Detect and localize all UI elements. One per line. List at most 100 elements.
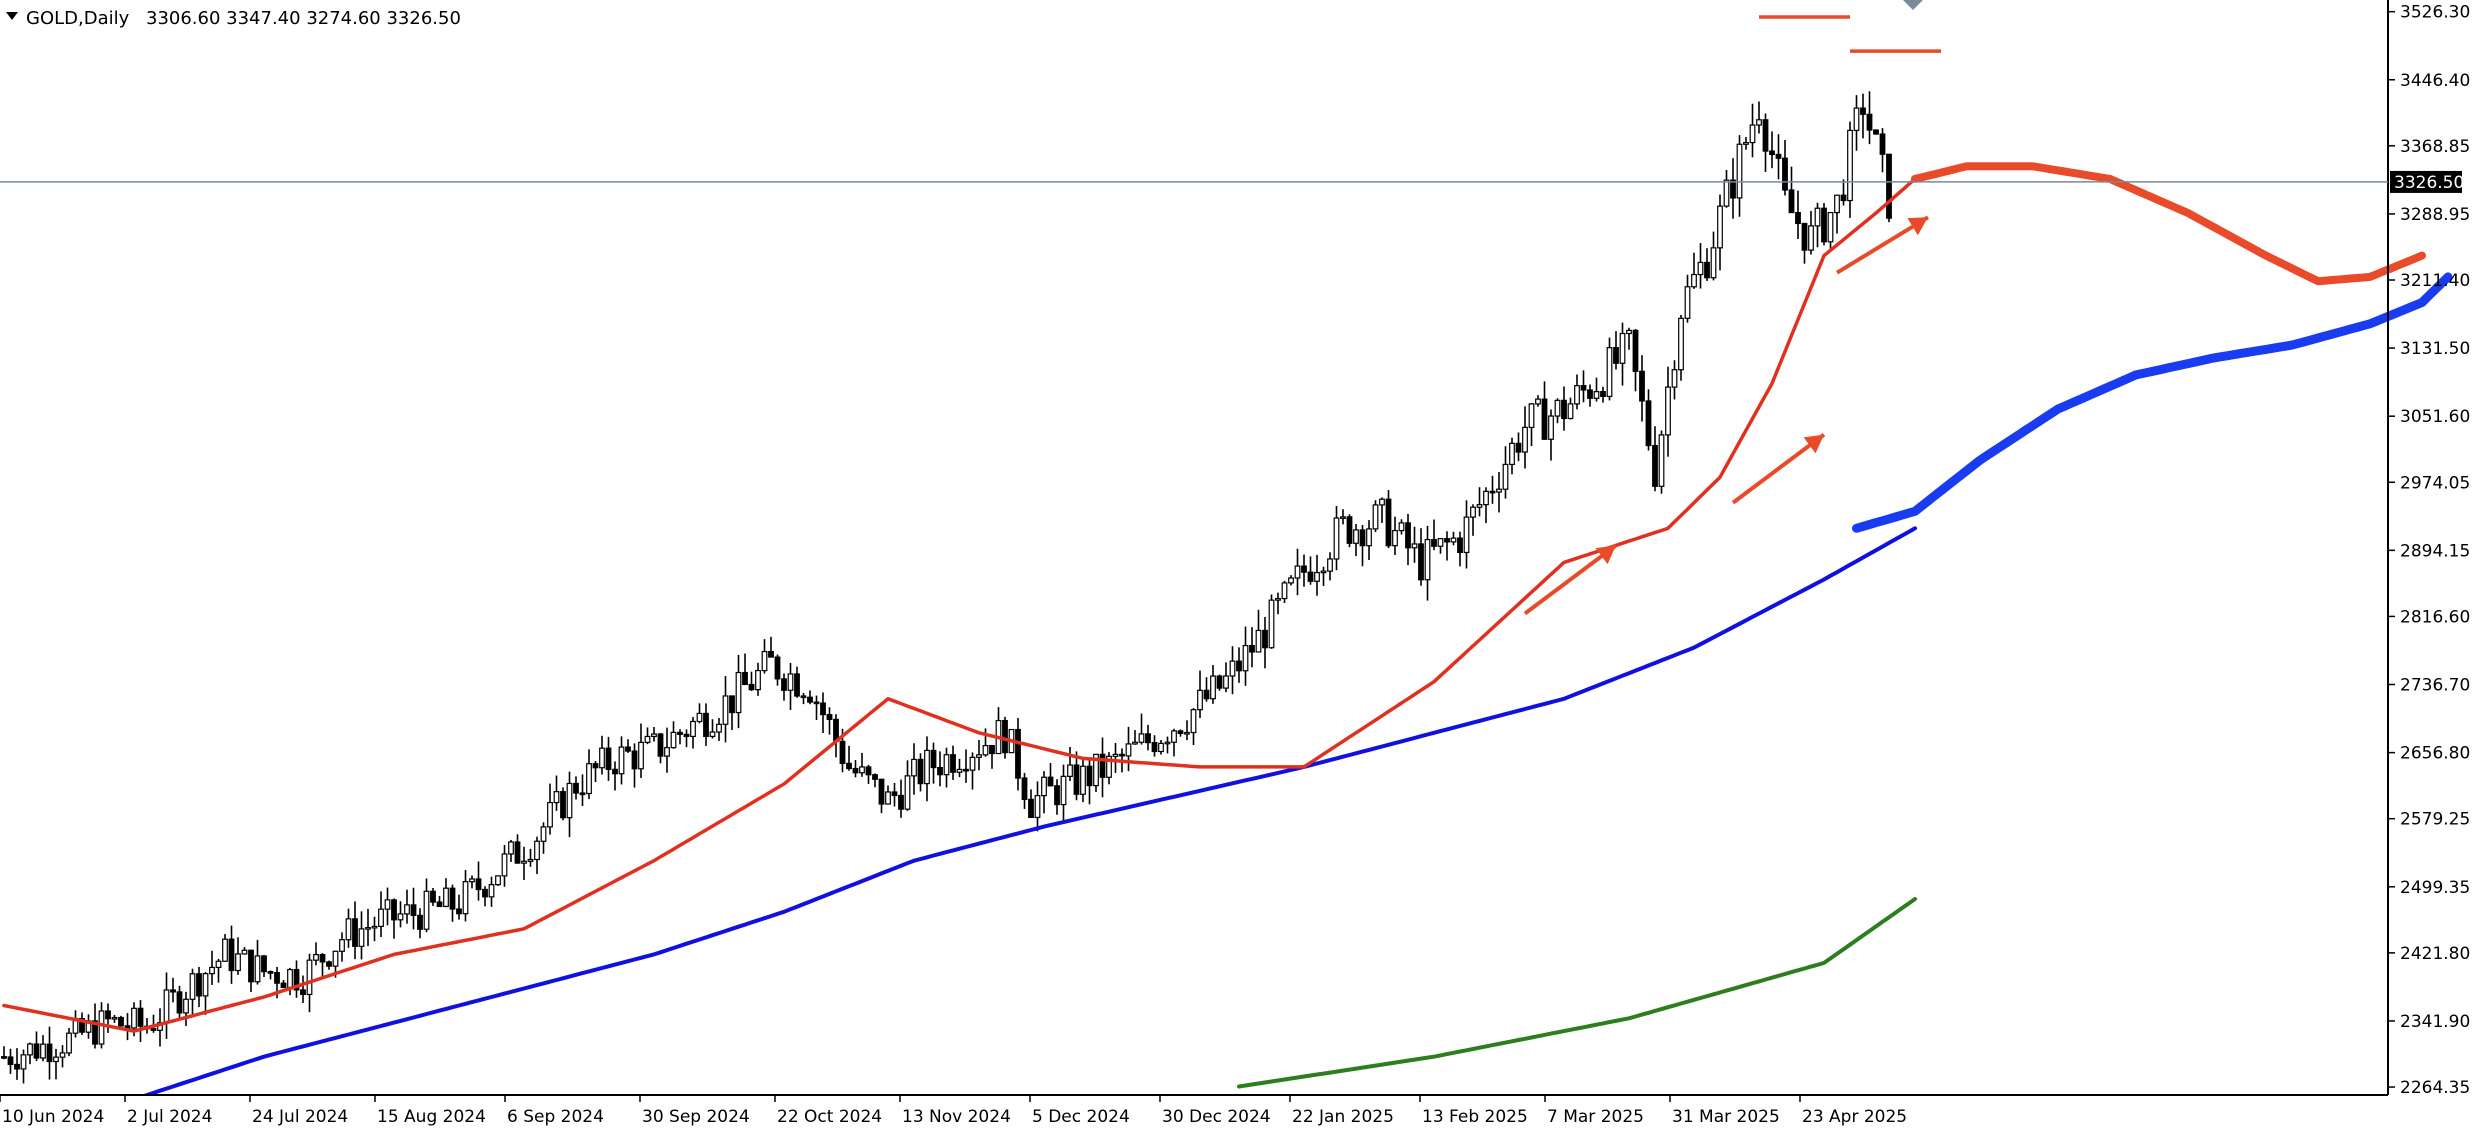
date-tick-label: 10 Jun 2024 — [2, 1107, 104, 1127]
projection-red-line — [1911, 162, 2426, 286]
price-tick-label: 3526.30 — [2400, 3, 2470, 23]
candle — [482, 886, 488, 907]
candle — [254, 939, 261, 985]
candle — [293, 960, 300, 998]
date-tick-label: 22 Oct 2024 — [777, 1107, 882, 1127]
date-axis[interactable]: 10 Jun 2024 2 Jul 2024 24 Jul 2024 15 Aug 2… — [0, 1095, 1907, 1127]
candle — [774, 654, 781, 686]
candle — [1795, 190, 1801, 239]
price-axis[interactable]: 3526.30 3446.40 3368.85 3288.95 3211.40 3131.… — [2388, 3, 2470, 1098]
date-tick-label: 22 Jan 2025 — [1292, 1107, 1394, 1127]
candle — [943, 747, 950, 788]
candle — [1580, 370, 1587, 403]
price-tick-label: 2264.35 — [2400, 1078, 2470, 1098]
candle — [664, 727, 670, 773]
candle — [631, 743, 638, 788]
candle — [1723, 169, 1730, 208]
candle — [878, 778, 885, 814]
candle — [1184, 720, 1190, 741]
candle — [79, 1012, 85, 1036]
candle — [1684, 274, 1691, 323]
candle — [20, 1049, 27, 1084]
candle — [1216, 674, 1223, 691]
candle — [319, 953, 326, 979]
date-tick-label: 30 Dec 2024 — [1162, 1107, 1271, 1127]
candle — [1125, 726, 1132, 772]
candle — [904, 760, 911, 811]
candle — [371, 916, 378, 942]
candle — [696, 703, 703, 724]
candle — [670, 721, 677, 749]
candle — [742, 653, 748, 686]
candle — [859, 752, 865, 777]
candle — [755, 662, 761, 696]
projection-blue-line — [1852, 272, 2453, 533]
candle — [111, 1014, 118, 1023]
candle — [963, 749, 969, 783]
candle — [1652, 426, 1658, 492]
candle — [358, 911, 365, 960]
candle — [1249, 627, 1255, 668]
candle — [1158, 739, 1164, 755]
date-tick-label: 24 Jul 2024 — [252, 1107, 348, 1127]
candle — [677, 729, 683, 745]
candle — [105, 1003, 111, 1033]
candle — [1138, 713, 1145, 745]
candle — [872, 773, 878, 788]
candle — [1021, 772, 1028, 809]
date-tick-label: 13 Nov 2024 — [902, 1107, 1011, 1127]
candle — [735, 654, 742, 729]
candle — [1450, 531, 1457, 546]
dropdown-triangle-icon[interactable] — [6, 12, 18, 20]
candle — [930, 742, 937, 784]
candle — [1457, 531, 1463, 567]
candle — [956, 758, 963, 778]
candle — [553, 775, 560, 811]
candle — [709, 719, 716, 739]
candle — [1171, 728, 1177, 757]
candle — [1080, 759, 1086, 803]
candle — [1073, 751, 1080, 801]
candle — [1145, 724, 1151, 751]
candle — [1424, 525, 1431, 601]
candle — [722, 676, 729, 743]
price-tick-label: 3368.85 — [2400, 137, 2470, 157]
candle — [1392, 516, 1398, 556]
candle — [215, 958, 222, 983]
candle — [1385, 490, 1392, 549]
candle — [1749, 103, 1756, 158]
candle — [443, 878, 449, 908]
candle — [605, 736, 612, 781]
candle — [1743, 137, 1749, 150]
candle — [1801, 222, 1808, 264]
candle — [1418, 528, 1424, 586]
candle — [1268, 594, 1275, 649]
candle — [1730, 158, 1736, 219]
candle — [326, 960, 332, 970]
candle — [1502, 446, 1509, 499]
price-tick-label: 2499.35 — [2400, 878, 2470, 898]
candle — [1671, 360, 1678, 400]
candle — [137, 1000, 144, 1043]
scroll-marker-icon[interactable] — [1903, 0, 1923, 10]
candle — [352, 901, 358, 960]
candle — [475, 861, 482, 901]
bottom-strip — [0, 1096, 2478, 1138]
candle — [1717, 194, 1723, 271]
symbol-label: GOLD,Daily — [26, 8, 130, 29]
candle — [1197, 670, 1203, 719]
candle — [40, 1035, 46, 1062]
price-tick-label: 2579.25 — [2400, 810, 2470, 830]
date-tick-label: 15 Aug 2024 — [377, 1107, 486, 1127]
candle — [579, 774, 586, 807]
candle — [1353, 524, 1359, 557]
candle — [1782, 140, 1788, 196]
candle — [1769, 131, 1775, 169]
candle — [300, 975, 306, 1004]
candle — [761, 639, 768, 674]
candle — [566, 771, 573, 838]
candle — [729, 695, 735, 730]
candle — [1236, 647, 1242, 683]
price-tick-label: 2421.80 — [2400, 944, 2470, 964]
